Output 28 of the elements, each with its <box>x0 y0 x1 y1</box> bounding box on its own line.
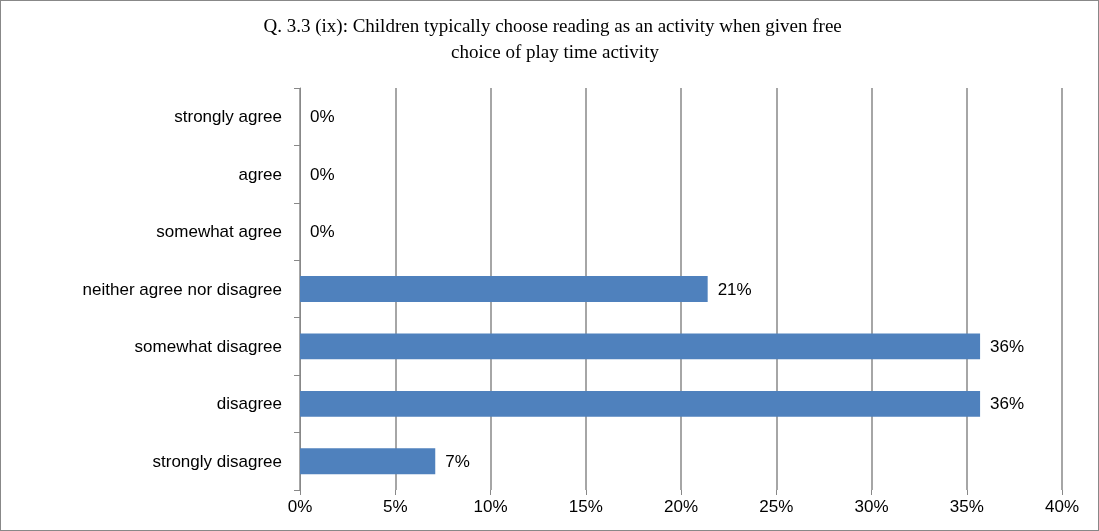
bar <box>300 333 981 360</box>
data-label: 21% <box>717 279 752 299</box>
y-tick-label: somewhat disagree <box>134 336 282 356</box>
y-tick-label: neither agree nor disagree <box>82 279 282 299</box>
data-label: 0% <box>310 222 335 242</box>
bar <box>300 448 436 475</box>
data-label: 0% <box>310 164 335 184</box>
x-tick-label: 30% <box>854 497 889 516</box>
x-tick-label: 10% <box>473 497 508 516</box>
chart-title: Q. 3.3 (ix): Children typically choose reading as an activity when given free choice of play time activity <box>263 14 847 62</box>
x-tick-label: 25% <box>759 497 794 516</box>
y-tick-label: agree <box>238 164 282 184</box>
x-tick-label: 15% <box>568 497 603 516</box>
data-label: 36% <box>990 336 1025 356</box>
data-label: 0% <box>310 107 335 127</box>
x-tick-label: 5% <box>382 497 408 516</box>
x-tick-label: 35% <box>949 497 984 516</box>
y-tick-label: strongly agree <box>174 107 282 127</box>
bar <box>300 276 708 302</box>
x-tick-label: 40% <box>1044 497 1080 516</box>
bar <box>300 390 981 417</box>
x-tick-label: 0% <box>287 497 313 516</box>
data-label: 7% <box>445 451 470 471</box>
x-tick-label: 20% <box>663 497 699 516</box>
data-label: 36% <box>990 394 1025 414</box>
y-tick-label: disagree <box>216 394 282 414</box>
y-tick-label: strongly disagree <box>152 451 282 471</box>
y-tick-label: somewhat agree <box>156 222 282 242</box>
